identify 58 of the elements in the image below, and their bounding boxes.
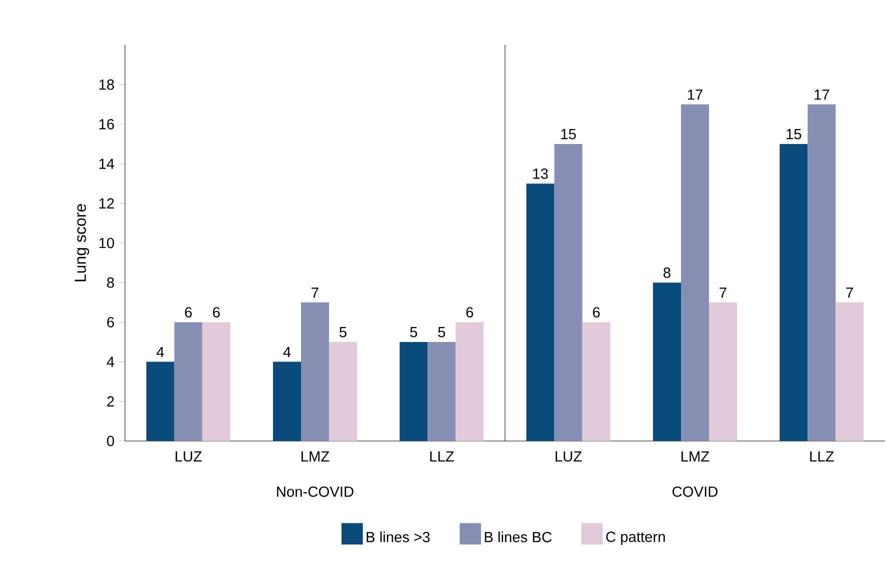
data-label: 4 — [283, 347, 291, 358]
bar — [428, 342, 456, 441]
x-tick-label: LLZ — [430, 451, 454, 462]
bar — [174, 322, 202, 441]
x-tick-label: LUZ — [556, 451, 582, 462]
y-tick-label: 14 — [99, 158, 114, 169]
bar — [653, 282, 681, 441]
x-tick-label: LMZ — [302, 451, 330, 462]
y-tick-label: 6 — [107, 317, 114, 328]
bar — [836, 302, 864, 441]
data-label: 17 — [814, 90, 830, 100]
legend-label: B lines BC — [484, 531, 552, 542]
bar — [808, 104, 836, 441]
bar — [329, 342, 357, 441]
data-label: 15 — [561, 129, 576, 140]
x-tick-label: LLZ — [810, 451, 834, 462]
text: COVID — [672, 486, 718, 497]
bar — [146, 362, 174, 441]
bar — [456, 322, 484, 441]
y-tick-label: 18 — [99, 79, 114, 90]
y-tick-label: 4 — [106, 356, 114, 367]
data-label: 7 — [720, 288, 726, 298]
y-tick-label: 12 — [99, 198, 114, 209]
data-label: 17 — [688, 90, 702, 100]
bar — [780, 144, 808, 441]
y-tick-label: 10 — [99, 238, 114, 248]
data-label: 15 — [786, 129, 802, 140]
bar — [202, 322, 230, 441]
bar — [582, 322, 610, 441]
y-tick-label: 2 — [107, 396, 114, 407]
text: Non-COVID — [277, 486, 354, 497]
legend-label: C pattern — [606, 532, 665, 545]
y-tick-label: 0 — [107, 436, 114, 446]
data-label: 8 — [664, 268, 670, 278]
data-label: 5 — [340, 327, 346, 338]
data-label: 7 — [846, 288, 854, 298]
data-label: 5 — [438, 327, 446, 338]
legend-label: B lines >3 — [366, 531, 430, 542]
y-axis-title: Lung score — [74, 204, 90, 282]
bar — [400, 342, 428, 441]
data-label: 13 — [533, 168, 548, 179]
data-label: 6 — [185, 307, 192, 318]
y-tick-label: 16 — [99, 119, 114, 130]
x-tick-label: LUZ — [176, 451, 202, 462]
y-tick-label: 8 — [107, 277, 114, 288]
data-label: 6 — [593, 307, 600, 318]
data-label: 6 — [466, 307, 474, 318]
data-label: 7 — [312, 288, 318, 298]
bar — [681, 104, 709, 441]
bar — [301, 302, 329, 441]
x-tick-label: LMZ — [682, 451, 710, 462]
bar — [554, 144, 582, 441]
data-label: 4 — [156, 347, 164, 358]
data-label: 6 — [213, 307, 220, 318]
data-label: 5 — [410, 327, 418, 338]
bar — [526, 184, 554, 441]
bar — [273, 362, 301, 441]
bar — [709, 302, 737, 441]
